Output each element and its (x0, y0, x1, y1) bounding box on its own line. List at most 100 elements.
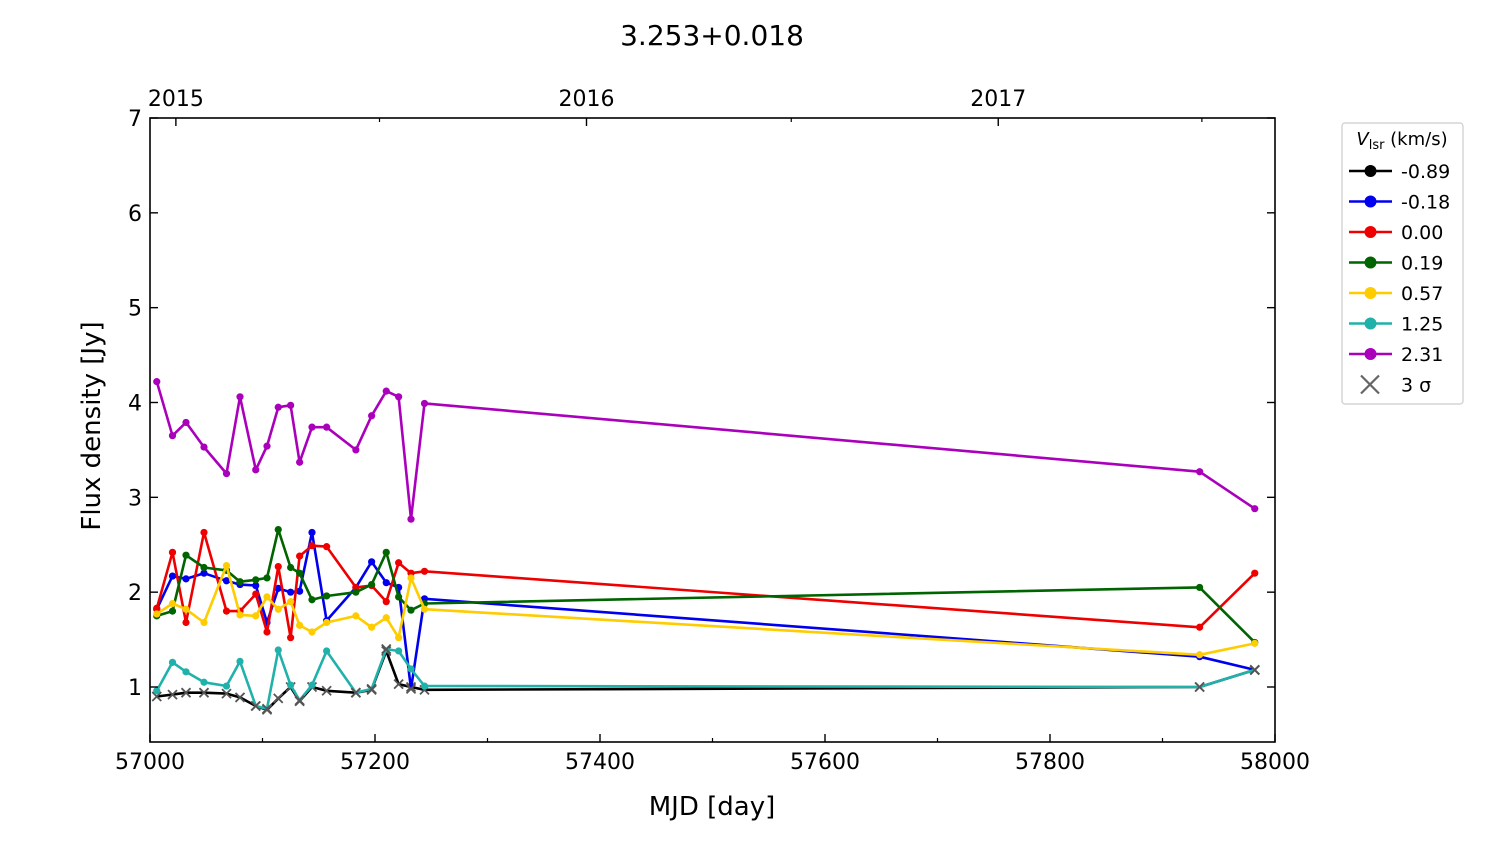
legend-marker (1364, 226, 1377, 238)
sigma-marker (261, 703, 273, 714)
data-point (296, 569, 304, 577)
data-point (200, 618, 208, 627)
data-point (308, 528, 316, 537)
data-point (368, 580, 376, 589)
sigma-marker (393, 679, 404, 690)
data-point (395, 393, 403, 401)
data-point (182, 605, 190, 613)
data-point (420, 605, 429, 613)
legend-marker (1364, 165, 1377, 177)
data-point (252, 581, 260, 590)
sigma-marker (151, 691, 162, 702)
legend-items: -0.89 -0.18 0.00 0.19 0.57 1.25 2.31 3 σ (1349, 161, 1450, 397)
data-point (420, 567, 429, 575)
data-point (1196, 651, 1204, 659)
series-line (155, 381, 1256, 521)
data-point (1251, 569, 1259, 577)
data-point (308, 423, 316, 431)
data-point (168, 599, 177, 608)
data-point (287, 563, 295, 572)
legend-marker (1364, 195, 1377, 208)
top-tick-label: 2015 (148, 87, 204, 112)
data-point (168, 658, 177, 666)
sigma-marker (221, 688, 232, 699)
data-point (168, 572, 177, 580)
data-point (1196, 623, 1204, 631)
data-point (263, 574, 271, 582)
data-point (420, 682, 429, 690)
data-point (236, 578, 244, 586)
data-point (308, 596, 316, 604)
legend-label: 0.00 (1401, 222, 1443, 244)
data-point (395, 647, 403, 655)
series-2.31 (153, 378, 1259, 523)
legend-frame (1341, 122, 1464, 405)
series-0.57 (153, 562, 1259, 659)
data-point (308, 681, 316, 689)
data-point (395, 559, 403, 567)
data-point (263, 593, 271, 601)
legend-label: 1.25 (1401, 314, 1443, 336)
data-point (1251, 639, 1259, 647)
data-point (382, 614, 390, 622)
sigma-marker (234, 692, 246, 703)
data-point (153, 610, 161, 618)
data-point (252, 576, 260, 584)
sigma-marker (294, 695, 305, 706)
data-point (274, 605, 282, 613)
data-point (323, 618, 331, 627)
data-point (200, 678, 208, 686)
data-point (200, 443, 208, 451)
x-tick-label: 58000 (1240, 750, 1310, 775)
axes: 57000 57200 57400 57600 57800 58000 2015 2016 20… (115, 87, 1310, 775)
x-tick-label: 57600 (790, 750, 860, 775)
data-point (222, 577, 231, 585)
data-point (222, 470, 231, 478)
data-point (323, 543, 331, 551)
data-point (352, 446, 360, 454)
legend-label: 0.57 (1401, 283, 1443, 305)
data-point (382, 579, 390, 587)
data-point (182, 418, 190, 427)
data-point (287, 598, 295, 606)
data-point (287, 681, 295, 689)
legend-title-v: V (1356, 129, 1370, 150)
data-point (420, 399, 429, 408)
legend-entry-sigma: 3 σ (1360, 375, 1431, 397)
data-point (252, 612, 260, 620)
series-line (155, 647, 1256, 711)
sigma-marker (321, 685, 332, 696)
legend-title: Vlsr (km/s) (1356, 129, 1447, 153)
series-1.25 (153, 643, 1260, 714)
legend-entry: 0.00 (1349, 222, 1443, 244)
data-point (200, 528, 208, 537)
legend-label: -0.18 (1401, 192, 1450, 214)
data-point (368, 623, 376, 631)
data-point (222, 682, 231, 690)
x-tick-label: 57000 (115, 750, 185, 775)
sigma-marker (250, 700, 261, 712)
data-point (407, 606, 415, 614)
legend-marker (1364, 256, 1377, 269)
data-point (263, 442, 271, 450)
sigma-marker (198, 687, 210, 698)
data-point (382, 548, 390, 556)
sigma-marker (180, 687, 192, 698)
data-point (153, 687, 161, 695)
legend-entry: 0.19 (1349, 253, 1443, 275)
data-point (382, 387, 390, 395)
data-point (182, 551, 190, 559)
legend: Vlsr (km/s) -0.89 -0.18 0.00 0.19 0.57 1.25 2.… (1341, 122, 1464, 405)
data-point (1196, 468, 1204, 476)
data-point (407, 665, 415, 673)
data-point (274, 646, 282, 654)
data-point (168, 548, 177, 556)
data-point (1251, 505, 1259, 513)
data-point (168, 607, 177, 615)
data-point (236, 393, 244, 401)
sigma-marker (405, 683, 417, 695)
data-point (308, 542, 316, 550)
data-point (168, 432, 177, 440)
sigma-marker (381, 643, 392, 655)
